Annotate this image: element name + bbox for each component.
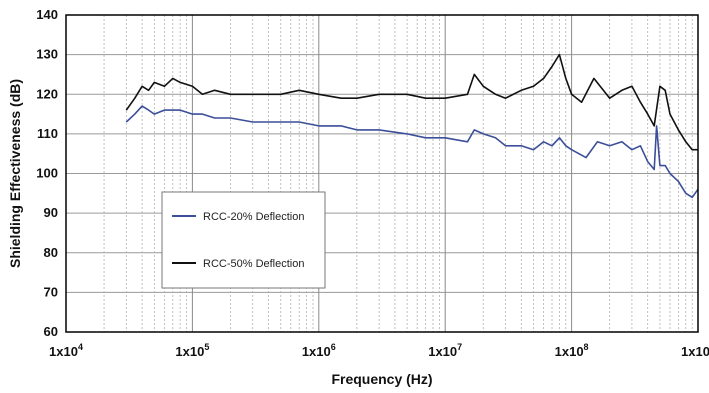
y-tick-label: 130 bbox=[36, 47, 58, 62]
y-tick-labels: 60 70 80 90 100 110 120 130 140 bbox=[36, 7, 58, 339]
y-tick-label: 70 bbox=[44, 284, 58, 299]
y-tick-label: 140 bbox=[36, 7, 58, 22]
x-tick-label: 1x106 bbox=[302, 342, 336, 359]
x-tick-label: 1x107 bbox=[428, 342, 462, 359]
y-axis-title: Shielding Effectiveness (dB) bbox=[7, 79, 23, 268]
plot-frame bbox=[65, 14, 699, 333]
y-tick-label: 110 bbox=[37, 126, 58, 141]
x-tick-label: 1x109 bbox=[681, 342, 709, 359]
x-tick-label: 1x104 bbox=[49, 342, 83, 359]
x-tick-label: 1x105 bbox=[175, 342, 209, 359]
y-tick-label: 90 bbox=[44, 205, 58, 220]
y-tick-label: 60 bbox=[44, 324, 58, 339]
legend-label-rcc-20: RCC-20% Deflection bbox=[203, 211, 304, 223]
legend-box bbox=[161, 191, 326, 289]
series-line-1 bbox=[125, 53, 698, 151]
legend: RCC-20% Deflection RCC-50% Deflection bbox=[161, 191, 326, 289]
x-axis-title: Frequency (Hz) bbox=[331, 371, 432, 387]
y-tick-label: 120 bbox=[36, 86, 58, 101]
x-tick-label: 1x108 bbox=[555, 342, 589, 359]
series-line-0 bbox=[125, 105, 699, 199]
y-tick-label: 80 bbox=[44, 245, 58, 260]
legend-label-rcc-50: RCC-50% Deflection bbox=[203, 258, 304, 270]
x-tick-labels: 1x104 1x105 1x106 1x107 1x108 1x109 bbox=[49, 342, 709, 359]
series-group bbox=[125, 53, 699, 199]
y-tick-label: 100 bbox=[36, 166, 58, 181]
